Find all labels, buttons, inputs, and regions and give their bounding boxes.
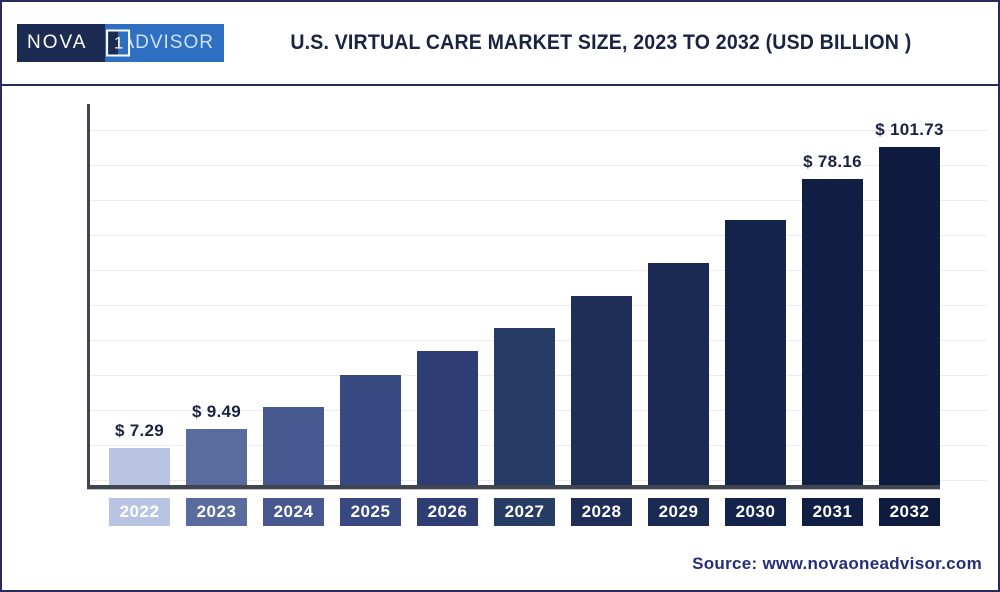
bars-row: $ 7.29 $ 9.49 $ 78.16 $ 101.73: [109, 104, 943, 485]
bar-2029: [648, 263, 709, 485]
bar-2032: $ 101.73: [875, 120, 943, 485]
bar-value-label-2023: $ 9.49: [191, 402, 242, 421]
bar-chart: $ 7.29 $ 9.49 $ 78.16 $ 101.73 2022 2023 2024…: [2, 86, 998, 588]
x-axis-label-2026: 2026: [417, 498, 478, 526]
x-axis-label-2032: 2032: [879, 498, 940, 526]
x-axis-label-2031: 2031: [802, 498, 863, 526]
page-title: U.S. VIRTUAL CARE MARKET SIZE, 2023 TO 2…: [290, 31, 912, 54]
bar-value-label-2022: $ 7.29: [114, 421, 165, 440]
x-axis-label-2030: 2030: [725, 498, 786, 526]
bar-2030: [725, 220, 786, 485]
x-axis-label-2028: 2028: [571, 498, 632, 526]
x-axis-label-2023: 2023: [186, 498, 247, 526]
x-axis-line: [87, 485, 940, 489]
bar-2024: [263, 407, 324, 485]
x-axis-labels-row: 2022 2023 2024 2025 2026 2027 2028 2029 2030 2031…: [109, 498, 940, 526]
nova-one-advisor-logo: NOVA ADVISOR 1: [17, 24, 224, 62]
bar-2031: $ 78.16: [802, 152, 863, 485]
bar-value-label-2031: $ 78.16: [803, 152, 862, 171]
source-attribution: Source: www.novaoneadvisor.com: [692, 554, 982, 573]
bar-2025: [340, 375, 401, 485]
bar-value-label-2032: $ 101.73: [875, 120, 944, 139]
bar-2027: [494, 328, 555, 485]
bar-2026: [417, 351, 478, 485]
x-axis-label-2027: 2027: [494, 498, 555, 526]
bar-2023: $ 9.49: [186, 402, 247, 485]
x-axis-label-2025: 2025: [340, 498, 401, 526]
title-wrap: U.S. VIRTUAL CARE MARKET SIZE, 2023 TO 2…: [224, 31, 978, 55]
x-axis-label-2024: 2024: [263, 498, 324, 526]
x-axis-label-2022: 2022: [109, 498, 170, 526]
logo-text-left: NOVA: [17, 24, 106, 62]
logo-one-box: 1: [106, 29, 131, 57]
y-axis-line: [87, 104, 90, 489]
header: NOVA ADVISOR 1 U.S. VIRTUAL CARE MARKET …: [2, 2, 998, 86]
x-axis-label-2029: 2029: [648, 498, 709, 526]
bar-2022: $ 7.29: [109, 421, 170, 485]
bar-2028: [571, 296, 632, 485]
